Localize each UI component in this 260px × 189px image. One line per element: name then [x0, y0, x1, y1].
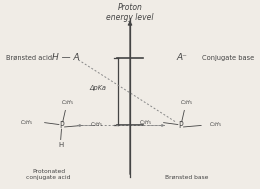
Text: $C_2H_5$: $C_2H_5$: [209, 120, 222, 129]
Text: P: P: [59, 121, 64, 130]
Text: P: P: [178, 121, 183, 130]
Text: H — A: H — A: [51, 53, 79, 62]
Text: Proton
energy level: Proton energy level: [106, 3, 154, 22]
Text: $C_2H_5$: $C_2H_5$: [139, 118, 152, 127]
Text: Brønsted base: Brønsted base: [165, 175, 209, 180]
Text: $C_2H_5$: $C_2H_5$: [180, 98, 193, 107]
Text: $C_2H_5$: $C_2H_5$: [90, 120, 103, 129]
Text: Protonated
conjugate acid: Protonated conjugate acid: [26, 169, 71, 180]
Text: $C_2H_5$: $C_2H_5$: [61, 98, 75, 107]
Text: Brønsted acid: Brønsted acid: [6, 55, 52, 61]
Text: $C_2H_5$: $C_2H_5$: [20, 118, 33, 127]
Text: ΔpKa: ΔpKa: [90, 85, 107, 91]
Text: A⁻: A⁻: [176, 53, 187, 62]
Text: Conjugate base: Conjugate base: [202, 55, 254, 61]
Text: H: H: [58, 142, 63, 148]
